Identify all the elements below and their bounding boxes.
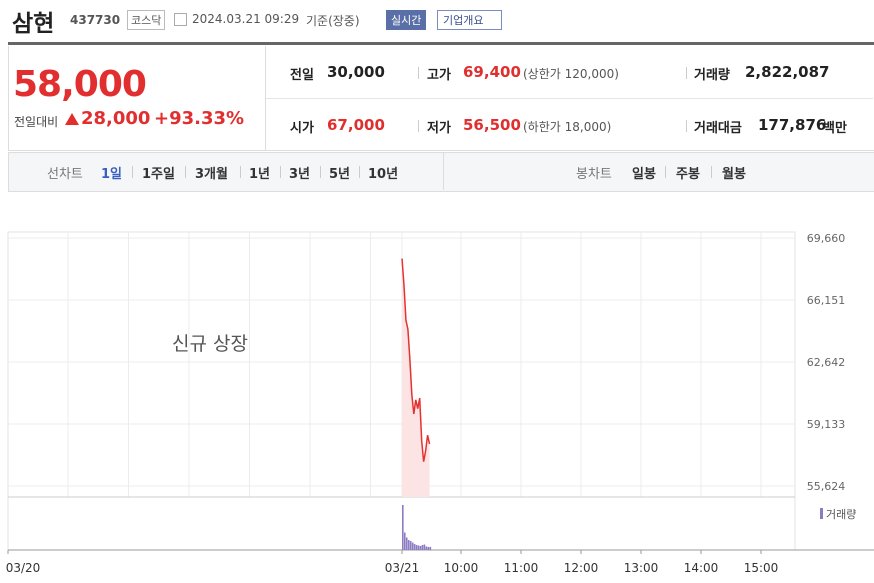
change: 28,000	[81, 108, 151, 129]
legend-label: 거래량	[826, 508, 856, 521]
y-tick-label: 66,151	[807, 294, 846, 307]
separator	[359, 166, 360, 178]
tab[interactable]: 일봉	[632, 167, 656, 182]
stat-note: (하한가 18,000)	[523, 120, 612, 134]
stat-label: 거래량	[694, 68, 730, 83]
x-tick-label: 15:00	[744, 561, 779, 575]
price-area	[402, 258, 430, 497]
separator	[280, 166, 281, 178]
stat-value: 2,822,087	[745, 63, 830, 81]
y-tick-label: 69,660	[807, 232, 846, 245]
divider	[8, 42, 874, 45]
tab[interactable]: 1년	[249, 167, 271, 182]
y-tick-label: 62,642	[807, 356, 846, 369]
separator	[132, 166, 133, 178]
x-tick-label: 14:00	[684, 561, 719, 575]
calendar-icon	[174, 13, 187, 26]
stat-value: 177,876	[758, 116, 827, 134]
stock-code: 437730	[70, 13, 121, 27]
stat-unit: 백만	[823, 121, 847, 136]
company-button[interactable]: 기업개요	[437, 10, 503, 30]
separator	[418, 67, 419, 79]
change-rate: +93.33%	[154, 108, 245, 129]
stat-value: 67,000	[327, 116, 385, 134]
divider	[266, 98, 873, 99]
tab-bar	[8, 152, 874, 192]
quote-box	[8, 46, 874, 151]
tab[interactable]: 1주일	[142, 167, 175, 182]
tab[interactable]: 3개월	[195, 167, 228, 182]
stat-value: 56,500	[463, 116, 521, 134]
stat-label: 저가	[427, 121, 451, 136]
price: 58,000	[13, 64, 147, 105]
separator	[240, 166, 241, 178]
volume-bar	[423, 544, 426, 550]
volume-bar	[427, 547, 430, 550]
divider	[265, 46, 266, 150]
separator	[711, 166, 712, 178]
y-tick-label: 59,133	[807, 418, 846, 431]
volume-bar	[409, 541, 412, 550]
divider	[443, 153, 444, 190]
market-badge: 코스닥	[127, 10, 166, 30]
tab[interactable]: 1일	[101, 167, 123, 182]
annotation: 신규 상장	[172, 333, 248, 355]
tab-group-label: 봉차트	[576, 167, 612, 182]
realtime-button[interactable]: 실시간	[386, 10, 427, 30]
change-label: 전일대비	[14, 115, 59, 129]
tab[interactable]: 주봉	[676, 167, 700, 182]
stat-label: 거래대금	[694, 121, 742, 136]
price-line	[401, 258, 431, 462]
tab[interactable]: 3년	[289, 167, 311, 182]
x-tick-label: 03/20	[6, 561, 41, 575]
volume-bar	[413, 544, 416, 550]
stat-value: 30,000	[327, 63, 385, 81]
volume-bar	[405, 537, 408, 550]
y-tick-label: 55,624	[807, 480, 846, 493]
volume-bar	[411, 542, 414, 550]
volume-bar	[403, 532, 406, 550]
separator	[185, 166, 186, 178]
x-tick-label: 03/21	[385, 561, 420, 575]
stat-note: (상한가 120,000)	[523, 67, 619, 81]
volume-bar	[421, 545, 424, 550]
up-icon	[65, 113, 79, 125]
tab[interactable]: 5년	[329, 167, 351, 182]
volume-bar	[417, 545, 420, 550]
separator	[418, 120, 419, 132]
separator	[320, 166, 321, 178]
basis: 기준(장중)	[306, 14, 360, 28]
tab-group-label: 선차트	[47, 167, 83, 182]
x-tick-label: 11:00	[504, 561, 539, 575]
legend-swatch	[820, 508, 823, 519]
separator	[665, 166, 666, 178]
stat-label: 시가	[290, 121, 314, 136]
volume-bar	[419, 546, 422, 550]
tab[interactable]: 월봉	[722, 167, 746, 182]
volume-bar	[429, 546, 432, 550]
datetime: 2024.03.21 09:29	[192, 12, 300, 26]
x-tick-label: 13:00	[624, 561, 659, 575]
x-tick-label: 10:00	[444, 561, 479, 575]
tab[interactable]: 10년	[368, 167, 399, 182]
volume-bar	[402, 505, 404, 550]
volume-bar	[407, 540, 410, 550]
stat-label: 전일	[290, 68, 314, 83]
stat-label: 고가	[427, 68, 451, 83]
volume-bar	[415, 545, 418, 550]
stock-name: 삼현	[12, 11, 55, 37]
x-tick-label: 12:00	[564, 561, 599, 575]
separator	[686, 67, 687, 79]
separator	[686, 120, 687, 132]
volume-bar	[425, 546, 428, 550]
stat-value: 69,400	[463, 63, 521, 81]
